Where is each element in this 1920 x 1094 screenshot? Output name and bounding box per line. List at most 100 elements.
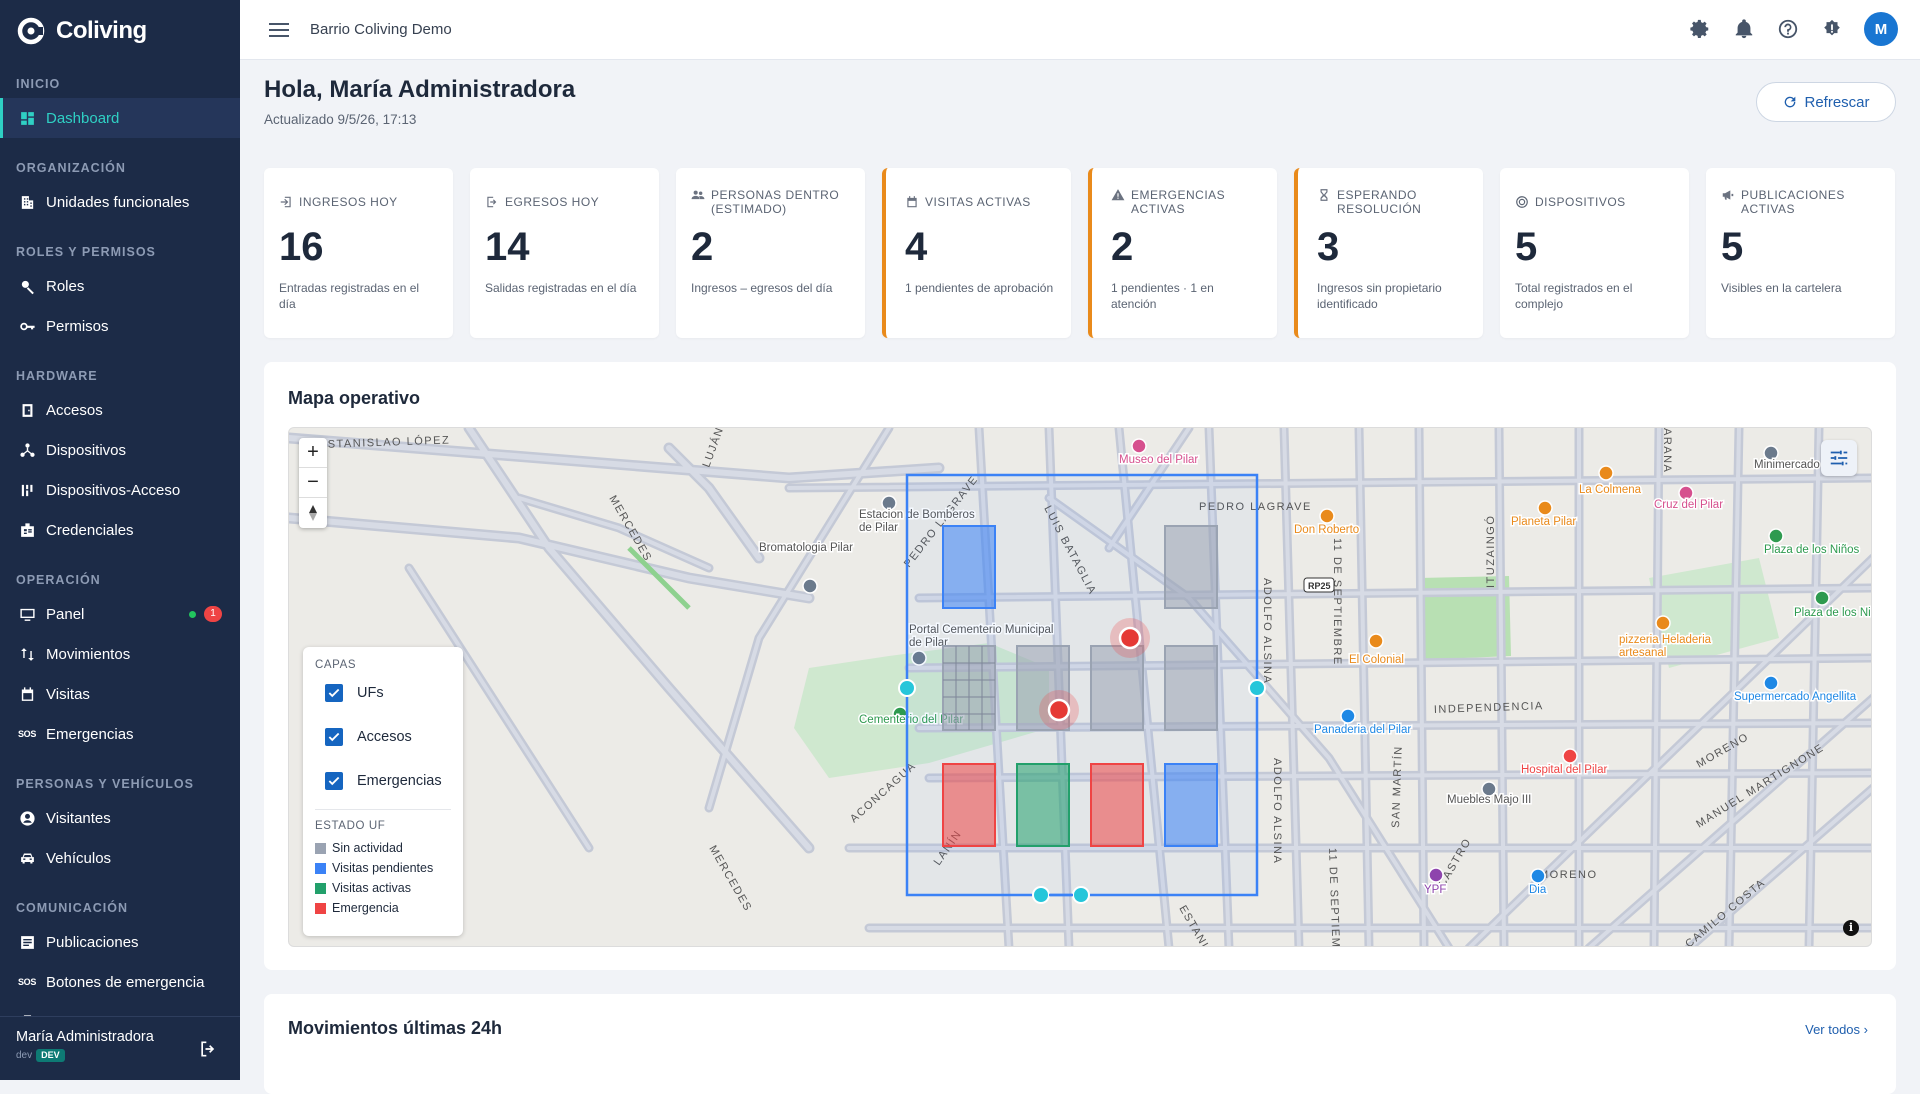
topbar: Barrio Coliving Demo M <box>240 0 1920 60</box>
street-center <box>517 496 711 570</box>
view-all-label: Ver todos <box>1805 1022 1861 1037</box>
stat-value: 4 <box>905 225 928 269</box>
user-avatar[interactable]: M <box>1864 12 1898 46</box>
notifications-bell-icon[interactable] <box>1732 17 1756 41</box>
sidebar-nav: INICIO Dashboard ORGANIZACIÓN Unidades f… <box>0 60 240 1016</box>
stat-card-esperando-resolucion[interactable]: ESPERANDO RESOLUCIÓN 3 Ingresos sin prop… <box>1294 168 1483 338</box>
refresh-button[interactable]: Refrescar <box>1756 82 1896 122</box>
sidebar-item-publicaciones[interactable]: Publicaciones <box>0 922 240 962</box>
street-label: SAN MARTÍN <box>1389 745 1405 828</box>
settings-gear-icon[interactable] <box>1688 17 1712 41</box>
map-attribution-info-icon[interactable]: i <box>1843 920 1859 936</box>
legend-state-label: Sin actividad <box>332 841 403 855</box>
stat-label: DISPOSITIVOS <box>1535 195 1626 209</box>
nav-section-title: PERSONAS Y VEHÍCULOS <box>16 777 194 791</box>
view-all-link[interactable]: Ver todos › <box>1805 1022 1868 1037</box>
alert-settings-icon[interactable] <box>1820 17 1844 41</box>
sidebar-item-vehiculos[interactable]: Vehículos <box>0 838 240 878</box>
poi-marker-icon <box>1340 708 1356 724</box>
stat-description: Total registrados en el complejo <box>1515 281 1633 311</box>
sidebar: Coliving INICIO Dashboard ORGANIZACIÓN U… <box>0 0 240 1080</box>
checkbox-checked-icon[interactable] <box>325 684 343 702</box>
route-shield <box>1303 577 1335 593</box>
sidebar-item-emergencias-mobile[interactable]: Emergencias mobile <box>0 1002 240 1016</box>
sidebar-item-label: Emergencias mobile <box>46 1014 182 1017</box>
sidebar-item-roles[interactable]: Roles <box>0 266 240 306</box>
coliving-logo-icon <box>17 17 45 45</box>
status-dot <box>189 610 196 618</box>
sidebar-item-credenciales[interactable]: Credenciales <box>0 510 240 550</box>
env-badge: DEV <box>36 1049 65 1062</box>
sidebar-item-dispositivos-acceso[interactable]: Dispositivos-Acceso <box>0 470 240 510</box>
sidebar-item-movimientos[interactable]: Movimientos <box>0 634 240 674</box>
brand-logo[interactable]: Coliving <box>16 14 147 48</box>
nav-section-title: ROLES Y PERMISOS <box>16 245 156 259</box>
stat-value: 14 <box>485 225 530 269</box>
legend-divider <box>315 809 451 810</box>
poi-label: Supermercado Angellita <box>1734 691 1857 703</box>
movements-card: Movimientos últimas 24h Ver todos › <box>264 994 1896 1094</box>
stat-card-ingresos-hoy[interactable]: INGRESOS HOY 16 Entradas registradas en … <box>264 168 453 338</box>
street-label: 11 DE SEPTIEMBRE <box>1331 538 1343 666</box>
map-layers-toggle-icon[interactable] <box>1821 440 1857 476</box>
layer-toggle-accesos[interactable]: Accesos <box>315 715 451 759</box>
map-canvas[interactable]: ESTANISLAO LÓPEZ LUJÁN MERCEDES PEDRO LAGRA… <box>289 428 1872 947</box>
login-icon <box>280 196 291 208</box>
phone-icon <box>18 1013 36 1016</box>
help-icon[interactable] <box>1776 17 1800 41</box>
street-center <box>666 445 762 561</box>
layer-toggle-emergencias[interactable]: Emergencias <box>315 759 451 803</box>
stat-card-personas-dentro-estimado[interactable]: PERSONAS DENTRO (ESTIMADO) 2 Ingresos – … <box>676 168 865 338</box>
zoom-out-button[interactable]: − <box>299 468 327 498</box>
legend-state-item: Visitas pendientes <box>315 858 451 878</box>
checkbox-checked-icon[interactable] <box>325 772 343 790</box>
logout-icon[interactable] <box>198 1039 218 1059</box>
poi-label: Estacion de Bomberosde Pilar <box>859 509 975 534</box>
uf-lot <box>1164 763 1218 847</box>
stat-card-egresos-hoy[interactable]: EGRESOS HOY 14 Salidas registradas en el… <box>470 168 659 338</box>
sidebar-item-unidades-funcionales[interactable]: Unidades funcionales <box>0 182 240 222</box>
poi-label: Cruz del Pilar <box>1654 499 1723 511</box>
poi-label: Don Roberto <box>1294 524 1359 536</box>
stat-description: Visibles en la cartelera <box>1721 281 1842 295</box>
monitor-icon <box>18 605 36 623</box>
checkbox-checked-icon[interactable] <box>325 728 343 746</box>
user-name: María Administradora <box>16 1029 154 1045</box>
sidebar-item-visitantes[interactable]: Visitantes <box>0 798 240 838</box>
sidebar-item-panel[interactable]: Panel 1 <box>0 594 240 634</box>
sidebar-item-botones-de-emergencia[interactable]: SOS Botones de emergencia <box>0 962 240 1002</box>
sidebar-item-accesos[interactable]: Accesos <box>0 390 240 430</box>
sidebar-item-dashboard[interactable]: Dashboard <box>0 98 240 138</box>
street-center <box>1727 428 1741 946</box>
poi-marker-icon <box>1562 748 1578 764</box>
operational-map[interactable]: ESTANISLAO LÓPEZ LUJÁN MERCEDES PEDRO LAGRA… <box>288 427 1872 947</box>
stat-card-publicaciones-activas[interactable]: PUBLICACIONES ACTIVAS 5 Visibles en la c… <box>1706 168 1895 338</box>
stat-card-visitas-activas[interactable]: VISITAS ACTIVAS 4 1 pendientes de aproba… <box>882 168 1071 338</box>
layer-label: Emergencias <box>357 773 442 789</box>
hamburger-menu-icon[interactable] <box>268 19 290 41</box>
poi-marker-icon <box>881 495 897 511</box>
access-point-icon <box>1072 886 1090 904</box>
layer-toggle-ufs[interactable]: UFs <box>315 671 451 715</box>
sidebar-item-visitas[interactable]: Visitas <box>0 674 240 714</box>
stat-card-dispositivos[interactable]: DISPOSITIVOS 5 Total registrados en el c… <box>1500 168 1689 338</box>
map-title: Mapa operativo <box>288 388 421 408</box>
stat-card-emergencias-activas[interactable]: EMERGENCIAS ACTIVAS 2 1 pendientes · 1 e… <box>1088 168 1277 338</box>
poi-label: Museo del Pilar <box>1119 454 1198 466</box>
stat-description: Ingresos sin propietario identificado <box>1317 281 1442 311</box>
sidebar-item-permisos[interactable]: Permisos <box>0 306 240 346</box>
street-center <box>917 586 1871 600</box>
poi-marker-icon <box>1655 615 1671 631</box>
compass-reset-button[interactable] <box>299 498 327 528</box>
zoom-in-button[interactable]: + <box>299 438 327 468</box>
poi-marker-icon <box>1598 465 1614 481</box>
stat-value: 16 <box>279 225 324 269</box>
stat-value: 2 <box>1111 225 1134 269</box>
street-center <box>927 771 1871 780</box>
sidebar-item-emergencias[interactable]: SOS Emergencias <box>0 714 240 754</box>
sidebar-item-label: Visitas <box>46 685 90 703</box>
sidebar-item-dispositivos[interactable]: Dispositivos <box>0 430 240 470</box>
poi-label: El Colonial <box>1349 654 1404 666</box>
legend-state-label: Emergencia <box>332 901 399 915</box>
stat-label: EMERGENCIAS ACTIVAS <box>1131 188 1226 216</box>
